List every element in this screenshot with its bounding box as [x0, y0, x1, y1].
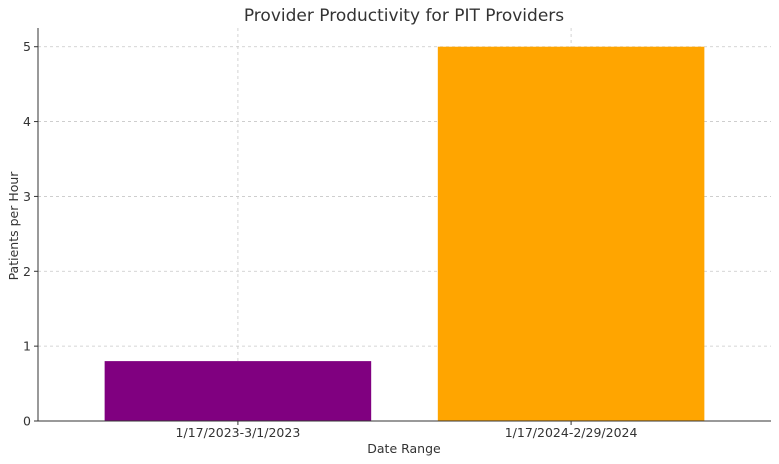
y-tick-label: 2 [23, 264, 31, 279]
y-tick-label: 3 [23, 189, 31, 204]
y-tick-label: 1 [23, 339, 31, 354]
chart-title: Provider Productivity for PIT Providers [244, 6, 564, 26]
y-tick-label: 0 [23, 414, 31, 429]
x-tick-label: 1/17/2023-3/1/2023 [176, 425, 301, 440]
x-axis-label: Date Range [367, 441, 441, 456]
bar-2 [437, 46, 705, 421]
y-axis-label: Patients per Hour [6, 171, 21, 281]
bar-1 [104, 361, 372, 421]
grid-lines [38, 28, 771, 421]
x-tick-label: 1/17/2024-2/29/2024 [505, 425, 638, 440]
tick-labels: 0 1 2 3 4 5 1/17/2023-3/1/2023 1/17/2024-2/29/2… [23, 39, 637, 440]
axes [34, 28, 771, 425]
y-tick-label: 5 [23, 39, 31, 54]
y-tick-label: 4 [23, 114, 31, 129]
bars [104, 46, 705, 421]
